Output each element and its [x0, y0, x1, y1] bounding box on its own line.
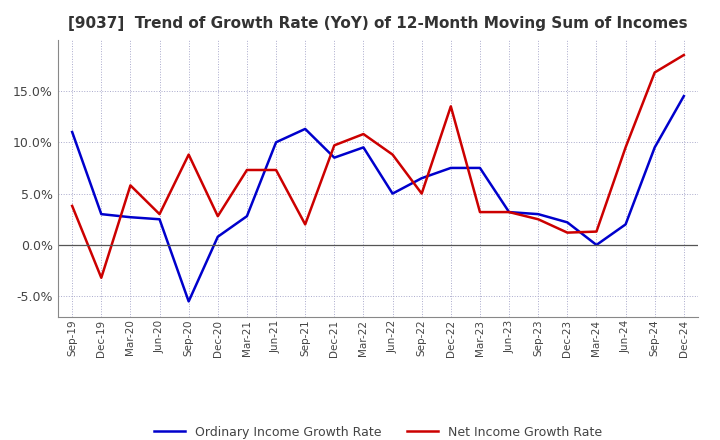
Net Income Growth Rate	[156, 212, 164, 217]
Net Income Growth Rate	[563, 230, 572, 235]
Ordinary Income Growth Rate	[68, 129, 76, 135]
Net Income Growth Rate	[126, 183, 135, 188]
Net Income Growth Rate	[476, 209, 485, 215]
Net Income Growth Rate	[330, 143, 338, 148]
Net Income Growth Rate	[301, 222, 310, 227]
Net Income Growth Rate	[271, 167, 280, 172]
Net Income Growth Rate	[650, 70, 659, 75]
Title: [9037]  Trend of Growth Rate (YoY) of 12-Month Moving Sum of Incomes: [9037] Trend of Growth Rate (YoY) of 12-…	[68, 16, 688, 32]
Ordinary Income Growth Rate	[213, 234, 222, 239]
Net Income Growth Rate	[184, 152, 193, 157]
Ordinary Income Growth Rate	[534, 212, 543, 217]
Net Income Growth Rate	[592, 229, 600, 234]
Ordinary Income Growth Rate	[563, 220, 572, 225]
Ordinary Income Growth Rate	[330, 155, 338, 160]
Net Income Growth Rate	[621, 145, 630, 150]
Net Income Growth Rate	[388, 152, 397, 157]
Net Income Growth Rate	[213, 213, 222, 219]
Net Income Growth Rate	[680, 52, 688, 58]
Line: Net Income Growth Rate: Net Income Growth Rate	[72, 55, 684, 278]
Net Income Growth Rate	[243, 167, 251, 172]
Legend: Ordinary Income Growth Rate, Net Income Growth Rate: Ordinary Income Growth Rate, Net Income …	[149, 421, 607, 440]
Ordinary Income Growth Rate	[126, 215, 135, 220]
Ordinary Income Growth Rate	[446, 165, 455, 171]
Ordinary Income Growth Rate	[156, 216, 164, 222]
Net Income Growth Rate	[359, 132, 368, 137]
Ordinary Income Growth Rate	[388, 191, 397, 196]
Net Income Growth Rate	[534, 216, 543, 222]
Net Income Growth Rate	[68, 203, 76, 209]
Net Income Growth Rate	[418, 191, 426, 196]
Ordinary Income Growth Rate	[301, 126, 310, 132]
Net Income Growth Rate	[97, 275, 106, 280]
Ordinary Income Growth Rate	[505, 209, 513, 215]
Ordinary Income Growth Rate	[621, 222, 630, 227]
Ordinary Income Growth Rate	[359, 145, 368, 150]
Net Income Growth Rate	[446, 104, 455, 109]
Line: Ordinary Income Growth Rate: Ordinary Income Growth Rate	[72, 96, 684, 301]
Ordinary Income Growth Rate	[184, 299, 193, 304]
Ordinary Income Growth Rate	[592, 242, 600, 248]
Ordinary Income Growth Rate	[476, 165, 485, 171]
Ordinary Income Growth Rate	[97, 212, 106, 217]
Ordinary Income Growth Rate	[650, 145, 659, 150]
Ordinary Income Growth Rate	[680, 93, 688, 99]
Ordinary Income Growth Rate	[243, 213, 251, 219]
Ordinary Income Growth Rate	[271, 139, 280, 145]
Net Income Growth Rate	[505, 209, 513, 215]
Ordinary Income Growth Rate	[418, 176, 426, 181]
